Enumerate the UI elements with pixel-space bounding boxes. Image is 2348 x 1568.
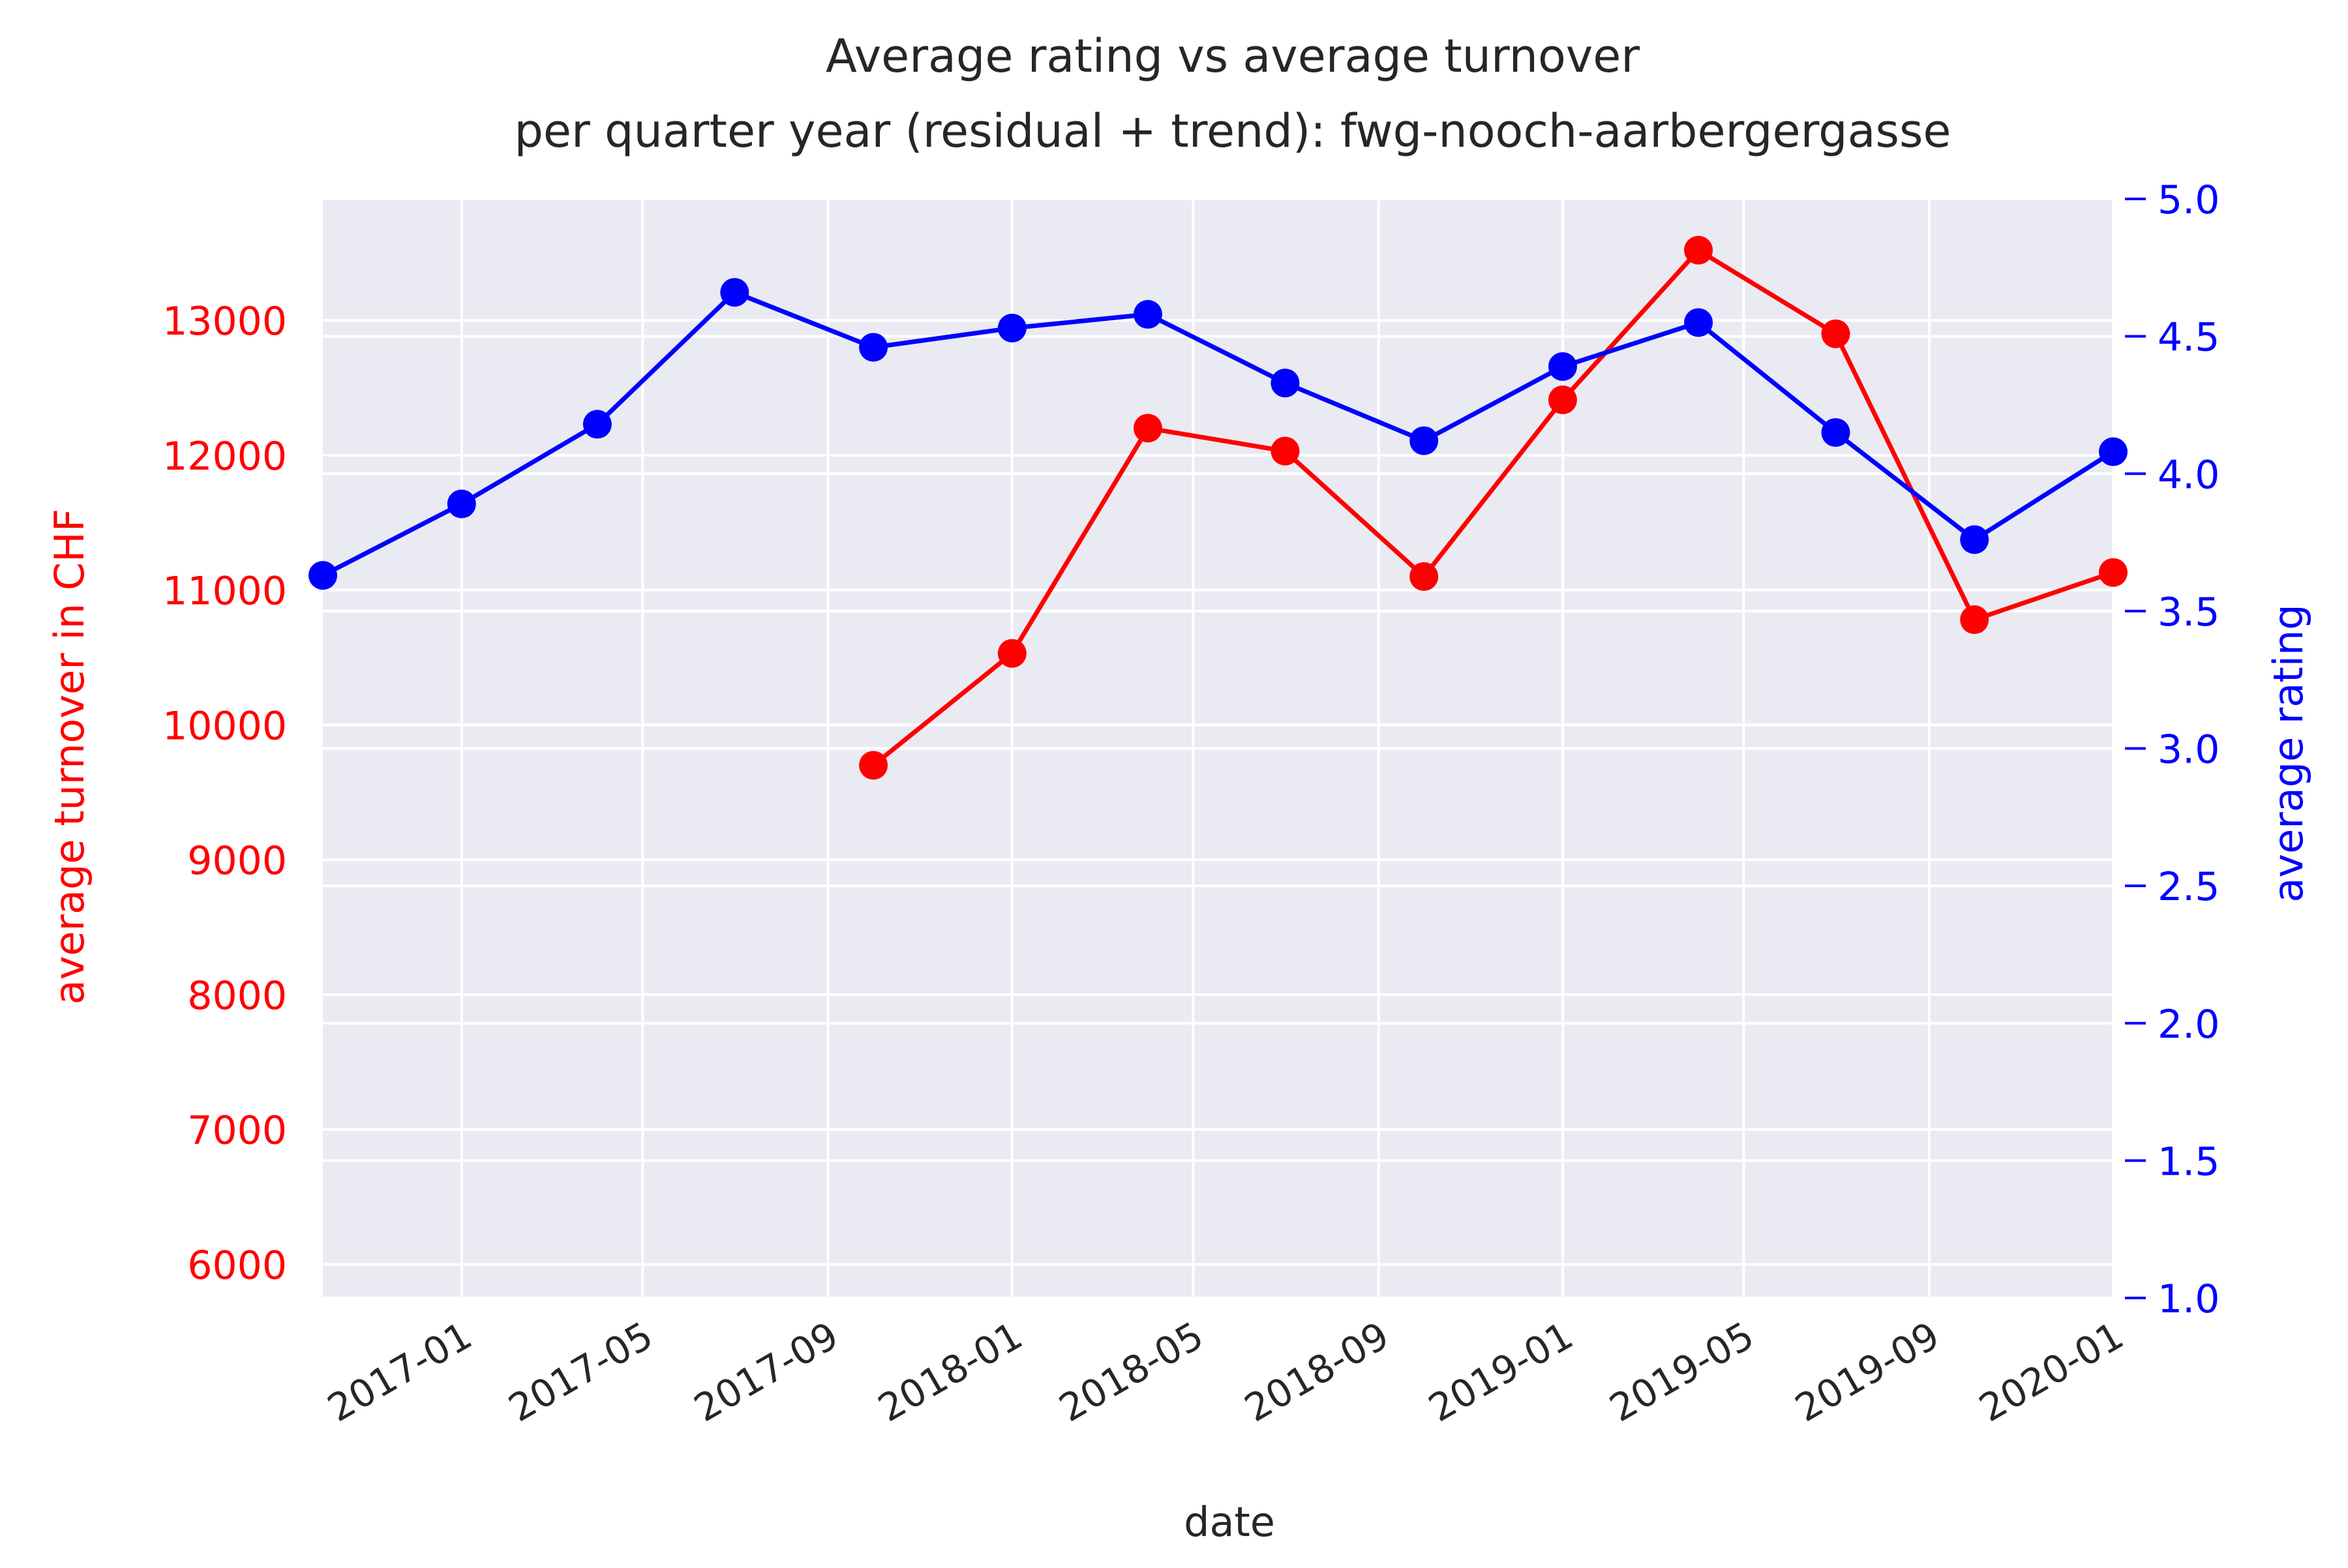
series-line-rating — [322, 290, 2115, 578]
y-left-tick-label: 9000 — [187, 838, 287, 884]
x-tick-label: 2018-05 — [1051, 1313, 1211, 1430]
series-line-turnover — [871, 248, 2115, 768]
data-point-rating — [1271, 369, 1300, 398]
data-point-turnover — [1271, 436, 1300, 466]
data-point-turnover — [997, 639, 1027, 668]
y-left-tick-label: 13000 — [162, 299, 287, 344]
chart-subtitle: per quarter year (residual + trend): fwg… — [515, 104, 1951, 158]
data-point-rating — [1409, 426, 1439, 455]
data-point-turnover — [1548, 385, 1577, 415]
data-point-rating — [1133, 299, 1162, 329]
y-axis-right-label: average rating — [2265, 604, 2312, 902]
y-left-tick-label: 12000 — [162, 434, 287, 479]
y-right-tick-label: 2.0 — [2158, 1002, 2220, 1048]
x-tick-label: 2019-09 — [1788, 1313, 1947, 1430]
data-point-rating — [582, 410, 612, 439]
y-left-tick-label: 11000 — [162, 569, 287, 614]
data-point-rating — [2099, 437, 2128, 466]
data-point-rating — [1821, 418, 1850, 447]
data-point-rating — [447, 489, 476, 519]
x-tick-label: 2018-01 — [871, 1313, 1030, 1430]
data-point-turnover — [1960, 605, 1989, 635]
x-tick-label: 2019-01 — [1421, 1313, 1580, 1430]
y-axis-left-label: average turnover in CHF — [46, 509, 93, 1005]
data-point-turnover — [1133, 414, 1162, 443]
y-right-tick-label: 5.0 — [2158, 177, 2220, 223]
y-right-tick-label: 1.5 — [2158, 1139, 2220, 1184]
data-point-turnover — [1409, 562, 1439, 591]
y-left-tick-label: 6000 — [187, 1243, 287, 1288]
y-left-tick-label: 7000 — [187, 1108, 287, 1154]
data-point-rating — [720, 278, 749, 307]
y-left-tick-label: 8000 — [187, 973, 287, 1019]
data-point-rating — [1684, 308, 1713, 337]
chart-title: Average rating vs average turnover — [826, 29, 1640, 83]
y-right-tick-label: 2.5 — [2158, 864, 2220, 910]
data-point-rating — [997, 313, 1027, 342]
data-point-rating — [859, 333, 888, 362]
data-point-turnover — [1684, 235, 1713, 265]
y-left-tick-label: 10000 — [162, 703, 287, 749]
data-point-turnover — [1821, 319, 1850, 348]
y-right-tick-label: 4.5 — [2158, 315, 2220, 361]
data-point-rating — [309, 561, 337, 590]
x-tick-label: 2018-09 — [1237, 1313, 1396, 1430]
x-tick-label: 2020-01 — [1972, 1313, 2131, 1430]
data-point-turnover — [2099, 558, 2128, 587]
y-right-tick-label: 3.0 — [2158, 727, 2220, 773]
x-tick-label: 2017-09 — [687, 1313, 846, 1430]
y-right-tick-label: 3.5 — [2158, 590, 2220, 635]
data-point-rating — [1960, 525, 1989, 554]
x-tick-label: 2019-05 — [1603, 1313, 1762, 1430]
data-point-rating — [1548, 352, 1577, 381]
y-right-tick-label: 4.0 — [2158, 452, 2220, 498]
data-point-turnover — [859, 751, 888, 780]
x-tick-label: 2017-05 — [501, 1313, 660, 1430]
plot-layer: 6000 7000 8000 9000 10000 11000 12000 13000 1.0 1… — [162, 177, 2220, 1430]
x-axis-label: date — [1184, 1498, 1275, 1546]
x-tick-label: 2017-01 — [320, 1313, 479, 1430]
y-right-tick-label: 1.0 — [2158, 1276, 2220, 1322]
